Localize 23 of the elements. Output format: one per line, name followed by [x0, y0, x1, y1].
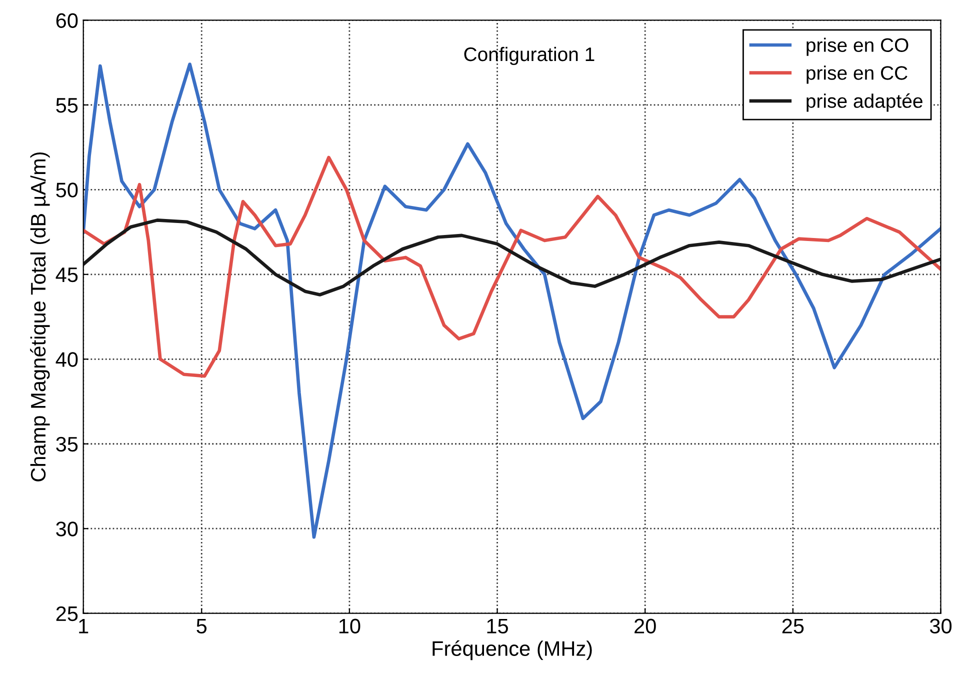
legend-label: prise en CO: [806, 38, 908, 56]
y-tick-label: 55: [56, 98, 78, 113]
x-tick-label: 1: [79, 618, 88, 634]
y-tick-label: 50: [56, 182, 78, 198]
legend-label: prise en CC: [806, 66, 908, 84]
legend-label: prise adaptée: [806, 93, 922, 112]
x-axis-title: Fréquence (MHz): [432, 640, 592, 660]
x-tick-label: 20: [634, 618, 656, 634]
y-tick-label: 25: [56, 606, 78, 622]
annotation: Configuration 1: [464, 46, 594, 66]
y-tick-label: 45: [56, 268, 78, 282]
y-tick-label: 60: [56, 13, 78, 28]
x-tick-label: 10: [339, 618, 360, 634]
x-tick-label: 25: [782, 618, 804, 634]
x-tick-label: 30: [930, 618, 952, 634]
x-tick-label: 15: [487, 618, 508, 634]
y-tick-label: 40: [56, 352, 78, 367]
y-tick-label: 30: [56, 522, 78, 536]
x-tick-label: 5: [196, 618, 207, 634]
line-series: [83, 218, 941, 296]
y-tick-label: 35: [56, 436, 78, 452]
line-series: [83, 156, 941, 378]
y-axis-title: Champ Magnétique Total (dB µA/m): [30, 152, 50, 482]
